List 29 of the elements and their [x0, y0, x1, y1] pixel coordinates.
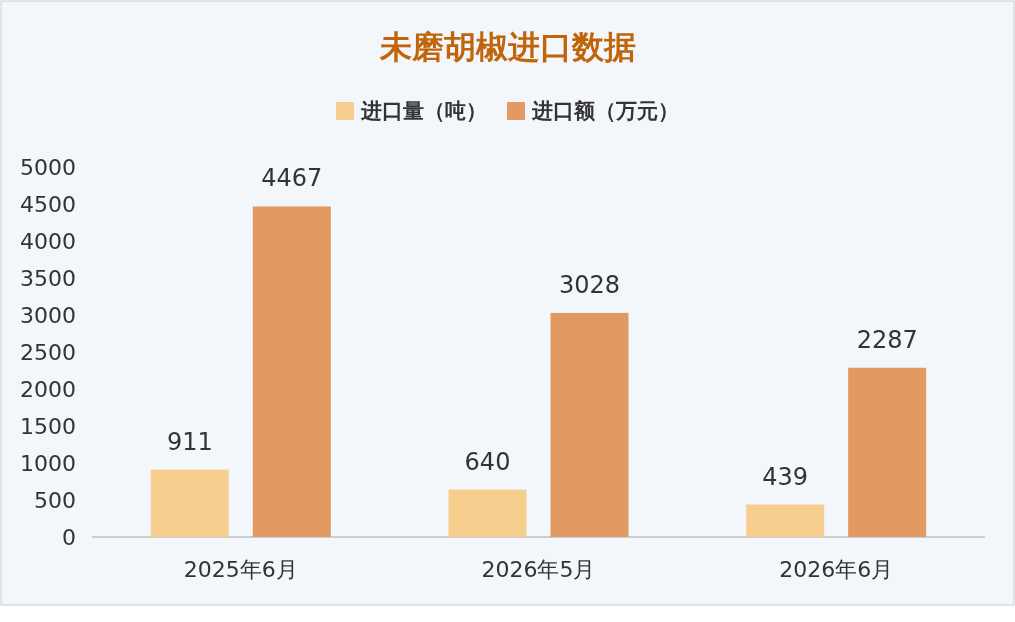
- data-label: 439: [762, 462, 809, 491]
- legend-label: 进口额（万元）: [531, 99, 679, 123]
- y-tick-label: 3000: [20, 303, 76, 328]
- y-tick-label: 1000: [20, 451, 76, 476]
- data-label: 4467: [261, 164, 323, 193]
- bar: [848, 367, 927, 537]
- data-label: 2287: [856, 325, 918, 354]
- y-tick-label: 4000: [20, 229, 76, 254]
- y-tick-label: 1500: [20, 414, 76, 439]
- bar: [448, 489, 527, 537]
- data-label: 3028: [558, 270, 621, 299]
- data-label: 911: [166, 427, 213, 456]
- y-tick-label: 500: [34, 488, 76, 513]
- y-tick-label: 4500: [20, 192, 76, 217]
- x-tick-label: 2026年5月: [481, 557, 596, 582]
- y-tick-label: 2000: [20, 377, 76, 402]
- y-tick-label: 2500: [20, 340, 76, 365]
- bar: [252, 206, 331, 537]
- bar: [550, 312, 629, 537]
- bar: [746, 504, 825, 537]
- chart-title: 未磨胡椒进口数据: [378, 28, 636, 66]
- x-tick-label: 2025年6月: [183, 557, 298, 582]
- y-tick-label: 3500: [20, 266, 76, 291]
- legend-label: 进口量（吨）: [360, 99, 487, 123]
- y-tick-label: 5000: [20, 155, 76, 180]
- data-label: 640: [464, 447, 511, 476]
- bar: [150, 469, 229, 537]
- y-tick-label: 0: [62, 525, 76, 550]
- x-tick-label: 2026年6月: [779, 557, 894, 582]
